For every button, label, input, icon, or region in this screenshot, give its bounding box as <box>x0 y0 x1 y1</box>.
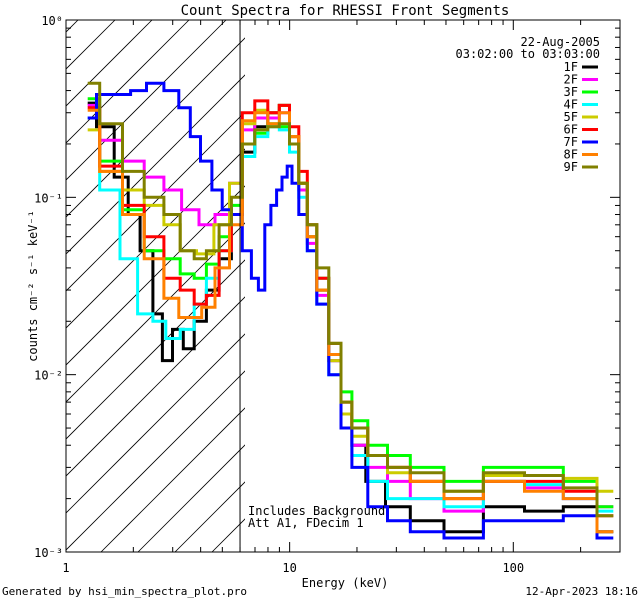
date-label: 22-Aug-2005 <box>521 35 600 49</box>
legend-label-6F: 6F <box>564 123 578 137</box>
legend-label-4F: 4F <box>564 98 578 112</box>
series-7F <box>87 81 614 540</box>
y-tick-label: 10⁻² <box>34 369 63 383</box>
series-8F <box>87 108 614 534</box>
y-tick-label: 10⁰ <box>41 14 63 28</box>
legend-label-1F: 1F <box>564 60 578 74</box>
legend-label-2F: 2F <box>564 73 578 87</box>
legend-label-7F: 7F <box>564 135 578 149</box>
legend-label-9F: 9F <box>564 160 578 174</box>
chart-title: Count Spectra for RHESSI Front Segments <box>181 3 510 19</box>
time-range-label: 03:02:00 to 03:03:00 <box>456 47 601 61</box>
x-tick-label: 10 <box>282 561 296 575</box>
annotation-attenuator: Att A1, FDecim 1 <box>248 516 364 530</box>
legend-label-5F: 5F <box>564 110 578 124</box>
series-9F <box>87 81 614 518</box>
x-tick-label: 100 <box>502 561 524 575</box>
plot-frame <box>65 19 621 553</box>
footer-timestamp: 12-Apr-2023 18:16 <box>525 585 638 598</box>
x-axis-label: Energy (keV) <box>302 576 389 590</box>
x-tick-label: 1 <box>62 561 69 575</box>
legend-label-3F: 3F <box>564 85 578 99</box>
y-tick-label: 10⁻¹ <box>34 191 63 205</box>
footer-generated-by: Generated by hsi_min_spectra_plot.pro <box>2 585 247 598</box>
axis-ticks <box>65 19 621 553</box>
y-axis-label: counts cm⁻² s⁻¹ keV⁻¹ <box>26 210 40 362</box>
y-tick-label: 10⁻³ <box>34 546 63 560</box>
annotation-background: Includes Background <box>248 504 385 518</box>
legend-label-8F: 8F <box>564 148 578 162</box>
